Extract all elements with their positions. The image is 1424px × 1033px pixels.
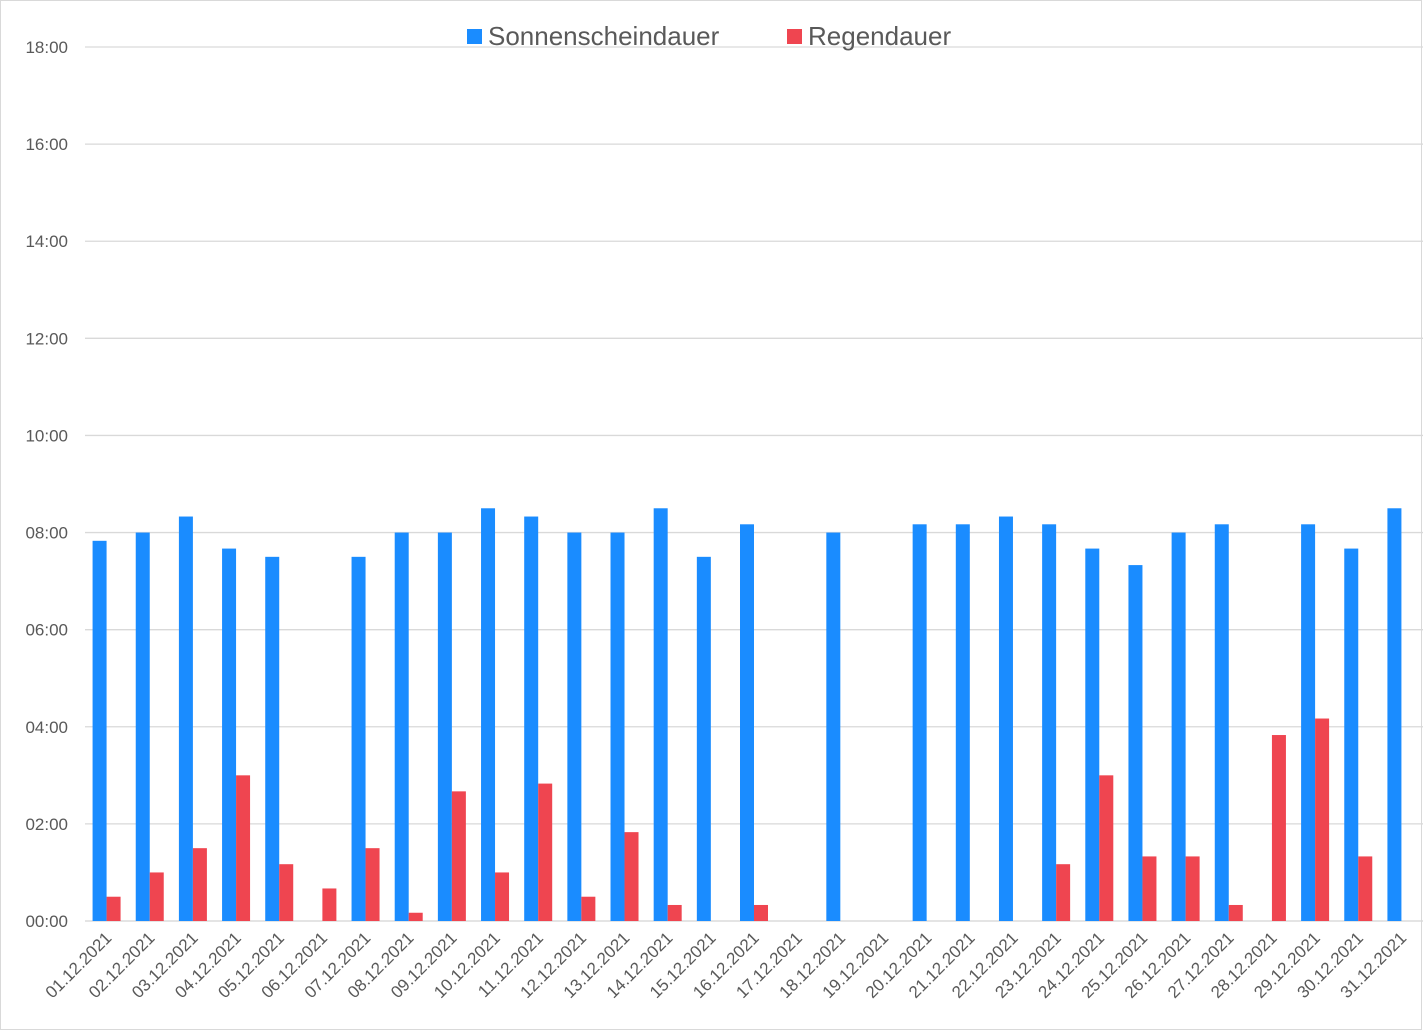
bar-regendauer: [192, 848, 207, 921]
bar-sonnenscheindauer: [610, 532, 625, 921]
y-tick-label: 00:00: [25, 912, 68, 931]
bar-sonnenscheindauer: [1042, 524, 1057, 921]
bar-regendauer: [624, 832, 639, 921]
bar-regendauer: [322, 888, 337, 921]
y-tick-label: 04:00: [25, 718, 68, 737]
bar-regendauer: [408, 912, 423, 921]
bar-sonnenscheindauer: [481, 508, 496, 921]
bar-sonnenscheindauer: [740, 524, 754, 921]
bar-sonnenscheindauer: [912, 524, 927, 921]
bar-sonnenscheindauer: [1387, 508, 1402, 921]
bar-regendauer: [754, 904, 768, 921]
bar-sonnenscheindauer: [135, 532, 150, 921]
bar-sonnenscheindauer: [351, 556, 366, 921]
legend-swatch-regendauer: [787, 29, 802, 44]
y-tick-label: 12:00: [25, 329, 68, 348]
bar-sonnenscheindauer: [1214, 524, 1229, 921]
bar-regendauer: [1358, 856, 1373, 921]
bar-sonnenscheindauer: [696, 556, 711, 921]
bar-sonnenscheindauer: [1301, 524, 1316, 921]
bar-regendauer: [495, 872, 510, 921]
bar-sonnenscheindauer: [998, 516, 1013, 921]
bar-regendauer: [1228, 904, 1243, 921]
bar-regendauer: [581, 896, 596, 921]
y-tick-label: 08:00: [25, 524, 68, 543]
bar-regendauer: [149, 872, 164, 921]
bar-sonnenscheindauer: [1085, 548, 1100, 921]
bar-sonnenscheindauer: [1171, 532, 1186, 921]
y-tick-label: 02:00: [25, 815, 68, 834]
bar-regendauer: [1185, 856, 1200, 921]
y-tick-label: 16:00: [25, 135, 68, 154]
bar-sonnenscheindauer: [222, 548, 237, 921]
bar-regendauer: [667, 904, 682, 921]
y-tick-label: 10:00: [25, 426, 68, 445]
legend-label-sonnenscheindauer: Sonnenscheindauer: [488, 21, 720, 51]
legend-swatch-sonnenscheindauer: [467, 29, 482, 44]
bar-sonnenscheindauer: [394, 532, 409, 921]
bar-regendauer: [451, 791, 466, 921]
y-tick-label: 14:00: [25, 232, 68, 251]
bar-regendauer: [538, 783, 553, 921]
bar-sonnenscheindauer: [955, 524, 970, 921]
bar-regendauer: [1315, 718, 1330, 921]
y-tick-label: 06:00: [25, 621, 68, 640]
bar-regendauer: [1056, 864, 1071, 921]
bar-regendauer: [1271, 735, 1286, 921]
legend: Sonnenscheindauer Regendauer: [467, 21, 951, 51]
bar-sonnenscheindauer: [653, 508, 668, 921]
bar-sonnenscheindauer: [265, 556, 280, 921]
bar-sonnenscheindauer: [178, 516, 193, 921]
y-axis-ticks: 00:00 02:00 04:00 06:00 08:00 10:00 12:00 14:00…: [25, 38, 68, 931]
bar-sonnenscheindauer: [437, 532, 452, 921]
bar-regendauer: [1142, 856, 1157, 921]
legend-label-regendauer: Regendauer: [808, 21, 951, 51]
bar-sonnenscheindauer: [826, 532, 841, 921]
bar-sonnenscheindauer: [524, 516, 539, 921]
x-axis-ticks: 01.12.202102.12.202103.12.202104.12.2021…: [42, 928, 1410, 1002]
bars: [92, 508, 1402, 921]
bar-regendauer: [279, 864, 294, 921]
bar-regendauer: [236, 775, 251, 921]
bar-sonnenscheindauer: [1128, 565, 1143, 921]
bar-sonnenscheindauer: [567, 532, 582, 921]
bar-sonnenscheindauer: [1344, 548, 1359, 921]
bar-regendauer: [365, 848, 380, 921]
bar-sonnenscheindauer: [92, 540, 107, 921]
y-tick-label: 18:00: [25, 38, 68, 57]
bar-regendauer: [1099, 775, 1114, 921]
bar-regendauer: [106, 896, 121, 921]
